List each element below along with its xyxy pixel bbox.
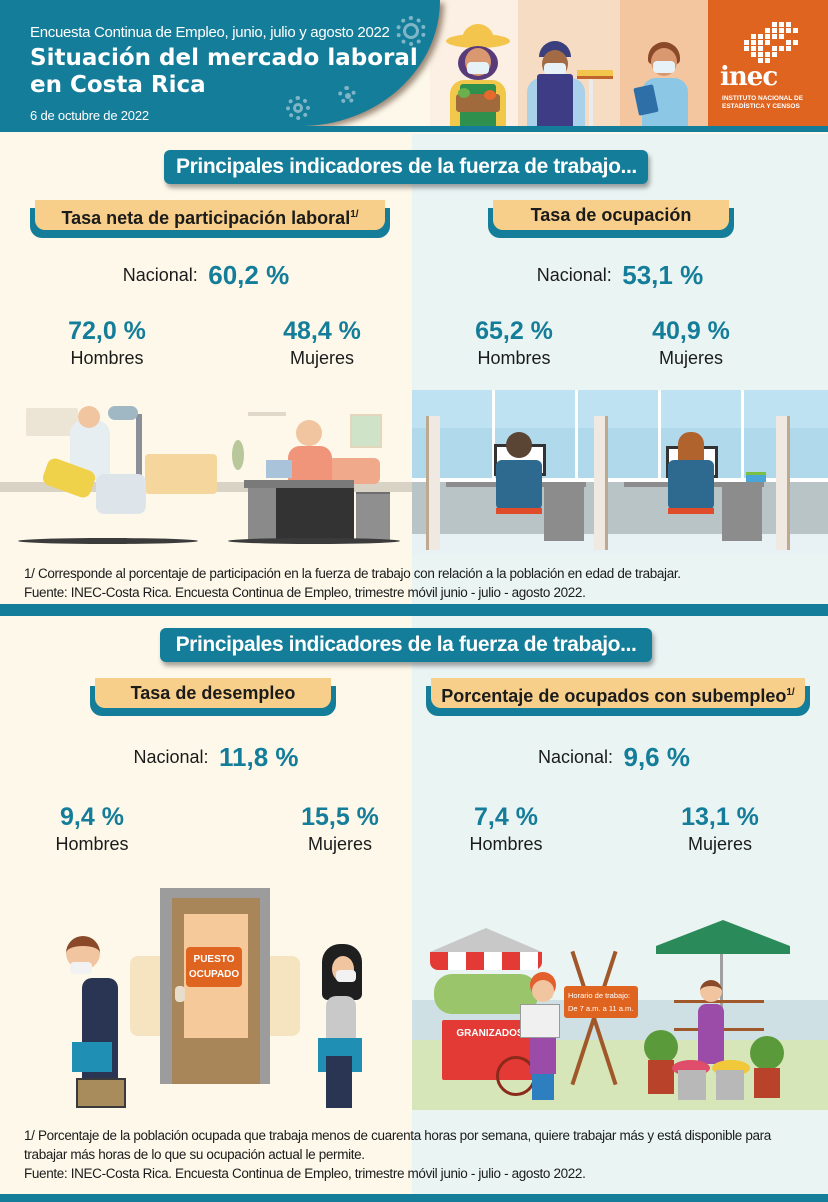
footnote: 1/ Corresponde al porcentaje de particip… (24, 564, 681, 602)
logo-line1: INSTITUTO NACIONAL DE (722, 95, 804, 102)
title-line-1: Situación del mercado laboral (30, 45, 418, 71)
sign-line2: OCUPADO (188, 969, 240, 980)
header-divider (0, 126, 828, 132)
tag-label: Tasa de desempleo (95, 678, 331, 708)
national-value: 60,2 % (208, 260, 290, 290)
women-value: 15,5 % (301, 803, 379, 831)
dental-clinic-illustration (0, 384, 412, 554)
women-label: Mujeres (687, 834, 753, 854)
national-rate: Nacional: 53,1 % (412, 260, 828, 291)
men-rate: 9,4 % Hombres (22, 802, 162, 856)
women-label: Mujeres (289, 348, 355, 368)
women-rate: 48,4 % Mujeres (252, 316, 392, 370)
survey-subtitle: Encuesta Continua de Empleo, junio, juli… (30, 24, 390, 41)
footnote: 1/ Porcentaje de la población ocupada qu… (24, 1126, 771, 1183)
header-illustration-panels: inec INSTITUTO NACIONAL DE ESTADÍSTICA Y… (430, 0, 828, 126)
header-title-panel: Encuesta Continua de Empleo, junio, juli… (0, 0, 440, 126)
cart-label: GRANIZADOS (456, 1028, 524, 1039)
men-label: Hombres (469, 834, 543, 854)
tag-label: Tasa de ocupación (493, 200, 729, 230)
men-label: Hombres (55, 834, 129, 854)
sign-line2: De 7 a.m. a 11 a.m. (568, 1004, 634, 1013)
logo-dots-icon (736, 22, 799, 66)
women-label: Mujeres (307, 834, 373, 854)
footnote-definition-line1: 1/ Porcentaje de la población ocupada qu… (24, 1128, 771, 1143)
indicator-title-tag: Tasa de desempleo (90, 678, 336, 716)
men-rate: 72,0 % Hombres (37, 316, 177, 370)
title-line-2: en Costa Rica (30, 72, 206, 98)
women-rate: 40,9 % Mujeres (621, 316, 761, 370)
men-rate: 65,2 % Hombres (444, 316, 584, 370)
indicator-title: Tasa de ocupación (530, 205, 692, 225)
farmer-illustration (446, 12, 510, 132)
section-unemployment-underemployment: Principales indicadores de la fuerza de … (0, 616, 828, 1194)
janitor-illustration (525, 6, 613, 132)
sign-line1: Horario de trabajo: (568, 991, 631, 1000)
tag-label: Tasa neta de participación laboral1/ (35, 200, 385, 230)
national-label: Nacional: (122, 265, 198, 285)
footer-band (0, 1194, 828, 1202)
men-value: 9,4 % (60, 803, 124, 831)
section-participation-occupation: Principales indicadores de la fuerza de … (0, 134, 828, 614)
header: inec INSTITUTO NACIONAL DE ESTADÍSTICA Y… (0, 0, 828, 132)
national-value: 53,1 % (622, 260, 704, 290)
women-label: Mujeres (658, 348, 724, 368)
men-value: 7,4 % (474, 803, 538, 831)
tag-label: Porcentaje de ocupados con subempleo1/ (431, 678, 805, 708)
publication-date: 6 de octubre de 2022 (30, 108, 149, 123)
indicator-title-tag: Tasa de ocupación (488, 200, 734, 238)
indicator-title: Tasa neta de participación laboral (61, 208, 351, 228)
work-hours-sign: Horario de trabajo: De 7 a.m. a 11 a.m. (564, 986, 638, 1018)
logo-line2: ESTADÍSTICA Y CENSOS (722, 103, 800, 110)
street-market-illustration: GRANIZADOS Horario de trabajo: De 7 a.m.… (412, 900, 828, 1110)
logo-wordmark: inec (720, 62, 778, 92)
footnote-definition-line2: trabajar más horas de lo que su ocupació… (24, 1147, 365, 1162)
indicator-title: Porcentaje de ocupados con subempleo (441, 686, 787, 706)
women-rate: 13,1 % Mujeres (650, 802, 790, 856)
footnote-source: Fuente: INEC-Costa Rica. Encuesta Contin… (24, 1166, 586, 1181)
national-rate: Nacional: 11,8 % (10, 742, 422, 773)
men-value: 65,2 % (475, 317, 553, 345)
footnote-mark: 1/ (350, 209, 359, 220)
women-value: 40,9 % (652, 317, 730, 345)
indicator-title-tag: Tasa neta de participación laboral1/ (30, 200, 390, 238)
men-label: Hombres (477, 348, 551, 368)
inec-logo: inec INSTITUTO NACIONAL DE ESTADÍSTICA Y… (708, 0, 828, 126)
page-title: Situación del mercado laboral en Costa R… (30, 45, 418, 99)
gear-icon (338, 86, 356, 104)
men-rate: 7,4 % Hombres (436, 802, 576, 856)
footnote-source: Fuente: INEC-Costa Rica. Encuesta Contin… (24, 585, 586, 600)
national-rate: Nacional: 9,6 % (406, 742, 822, 773)
gear-icon (396, 16, 426, 46)
section-banner: Principales indicadores de la fuerza de … (164, 150, 648, 184)
occupied-position-illustration: PUESTO OCUPADO (0, 876, 412, 1108)
national-label: Nacional: (538, 747, 614, 767)
indicator-title: Tasa de desempleo (130, 683, 296, 703)
national-value: 9,6 % (623, 742, 691, 772)
gear-icon (286, 96, 310, 120)
women-value: 48,4 % (283, 317, 361, 345)
section-divider (0, 604, 828, 616)
section-banner: Principales indicadores de la fuerza de … (160, 628, 652, 662)
nurse-illustration (633, 6, 696, 132)
men-value: 72,0 % (68, 317, 146, 345)
national-value: 11,8 % (218, 742, 299, 772)
puesto-ocupado-sign: PUESTO OCUPADO (186, 947, 242, 987)
men-label: Hombres (70, 348, 144, 368)
national-label: Nacional: (133, 747, 209, 767)
footnote-mark: 1/ (786, 687, 795, 698)
women-rate: 15,5 % Mujeres (270, 802, 410, 856)
national-label: Nacional: (536, 265, 612, 285)
national-rate: Nacional: 60,2 % (0, 260, 412, 291)
sign-line1: PUESTO (193, 954, 235, 965)
office-cubicles-illustration (412, 390, 828, 554)
footnote-definition: 1/ Corresponde al porcentaje de particip… (24, 566, 681, 581)
women-value: 13,1 % (681, 803, 759, 831)
indicator-title-tag: Porcentaje de ocupados con subempleo1/ (426, 678, 810, 716)
logo-subtitle: INSTITUTO NACIONAL DE ESTADÍSTICA Y CENS… (722, 95, 803, 111)
